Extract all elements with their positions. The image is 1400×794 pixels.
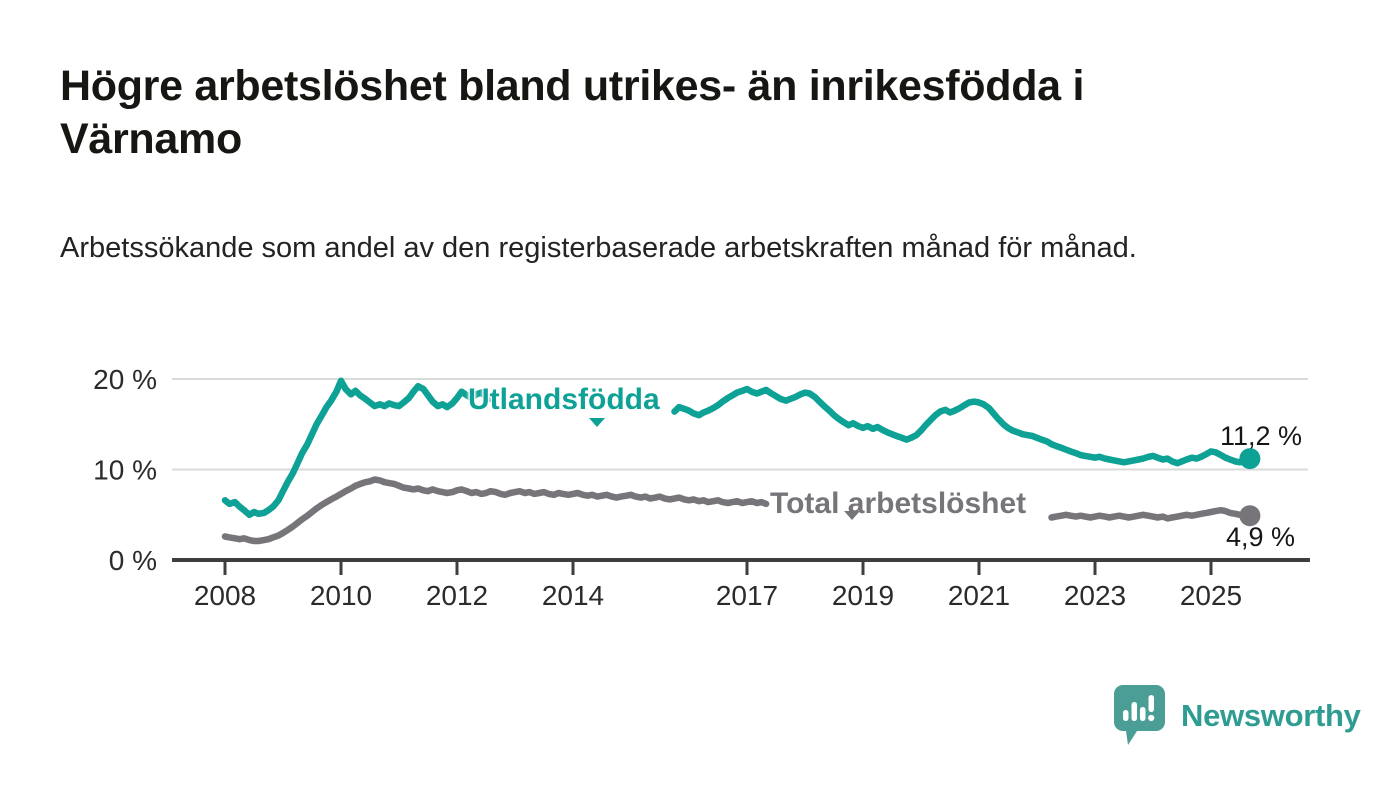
- chart-subtitle: Arbetssökande som andel av den registerb…: [60, 232, 1137, 264]
- page-title: Högre arbetslöshet bland utrikes- än inr…: [60, 62, 1085, 163]
- end-value-total: 4,9 %: [1226, 522, 1296, 552]
- svg-text:2010: 2010: [310, 580, 372, 611]
- svg-text:2012: 2012: [426, 580, 488, 611]
- newsworthy-logo: Newsworthy: [1113, 684, 1361, 748]
- newsworthy-logo-text: Newsworthy: [1181, 698, 1361, 733]
- svg-text:2019: 2019: [832, 580, 894, 611]
- svg-text:2014: 2014: [542, 580, 604, 611]
- svg-text:2023: 2023: [1064, 580, 1126, 611]
- newsworthy-bubble-chart-icon: [1114, 685, 1165, 745]
- end-value-utlandsfodda: 11,2 %: [1220, 421, 1303, 451]
- series-label-utlandsfodda: Utlandsfödda: [468, 383, 660, 416]
- svg-text:2008: 2008: [194, 580, 256, 611]
- series-caret-down-icon: [844, 511, 860, 520]
- svg-text:10 %: 10 %: [93, 455, 157, 486]
- series-label-total-arbetsloshet: Total arbetslöshet: [770, 487, 1027, 520]
- svg-text:2025: 2025: [1180, 580, 1242, 611]
- svg-text:2021: 2021: [948, 580, 1010, 611]
- svg-text:0 %: 0 %: [109, 545, 157, 576]
- series-caret-down-icon: [589, 418, 605, 427]
- svg-text:20 %: 20 %: [93, 364, 157, 395]
- svg-text:2017: 2017: [716, 580, 778, 611]
